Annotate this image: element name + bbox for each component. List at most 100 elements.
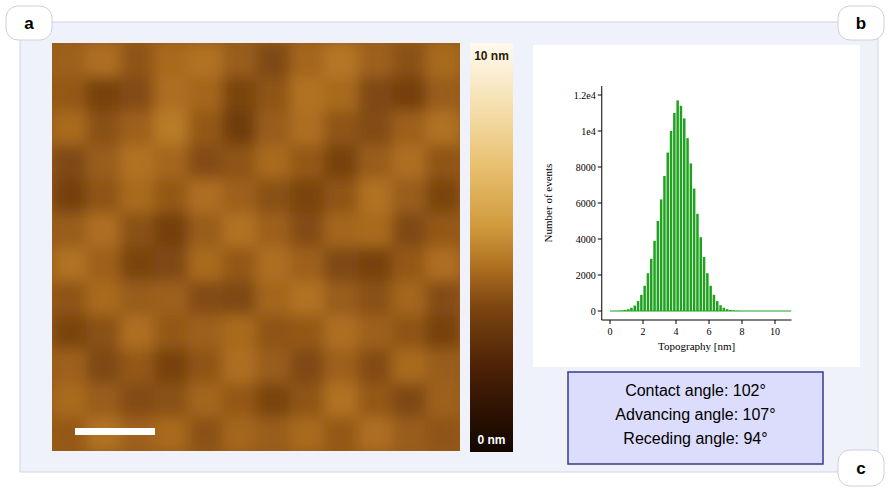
histogram-bar <box>736 310 739 311</box>
heat-cell <box>290 145 325 180</box>
histogram-bar <box>653 241 656 311</box>
heat-cell <box>188 77 223 112</box>
x-tick <box>775 320 776 324</box>
heat-cell <box>358 349 393 384</box>
histogram-bar <box>627 309 630 311</box>
heat-cell <box>154 111 189 146</box>
heat-cell <box>324 383 359 418</box>
heat-cell <box>392 111 427 146</box>
heat-cell <box>324 213 359 248</box>
x-axis-title: Topography [nm] <box>658 340 735 352</box>
heat-cell <box>290 417 325 451</box>
heat-cell <box>358 111 393 146</box>
heat-cell <box>188 43 223 78</box>
heat-cell <box>392 145 427 180</box>
heat-cell <box>290 349 325 384</box>
heat-cell <box>154 281 189 316</box>
x-tick-label: 8 <box>740 326 745 337</box>
heat-cell <box>426 179 460 214</box>
panel-label: a <box>24 14 34 33</box>
heat-cell <box>290 111 325 146</box>
heat-cell <box>120 281 155 316</box>
x-tick <box>742 320 743 324</box>
heat-cell <box>392 247 427 282</box>
histogram-bar <box>693 189 696 311</box>
heat-cell <box>154 315 189 350</box>
heat-cell <box>222 77 257 112</box>
y-tick-label: 1e4 <box>581 126 595 137</box>
heat-cell <box>358 417 393 451</box>
colorbar-label: 0 nm <box>477 433 505 447</box>
heat-cell <box>290 383 325 418</box>
heat-cell <box>426 349 460 384</box>
heat-cell <box>324 349 359 384</box>
heat-cell <box>120 111 155 146</box>
x-axis <box>602 320 792 321</box>
heat-cell <box>120 213 155 248</box>
heat-cell <box>52 145 87 180</box>
heat-cell <box>426 315 460 350</box>
histogram-bar <box>670 131 673 311</box>
heat-cell <box>52 179 87 214</box>
heat-cell <box>324 281 359 316</box>
histogram-bar <box>686 138 689 311</box>
histogram-bar <box>640 295 643 311</box>
heat-cell <box>290 179 325 214</box>
y-tick <box>598 203 602 204</box>
heat-cell <box>256 315 291 350</box>
heat-cell <box>188 179 223 214</box>
x-tick-label: 4 <box>674 326 679 337</box>
wetting-line: Advancing angle: 107° <box>615 406 775 423</box>
heat-cell <box>256 383 291 418</box>
y-tick-label: 4000 <box>576 234 596 245</box>
heat-cell <box>392 349 427 384</box>
heat-cell <box>392 213 427 248</box>
y-tick-label: 1.2e4 <box>574 90 596 101</box>
heat-cell <box>426 77 460 112</box>
histogram-bar <box>634 306 637 311</box>
heat-cell <box>188 145 223 180</box>
heat-cell <box>120 315 155 350</box>
histogram-bar <box>706 273 709 311</box>
heat-cell <box>188 383 223 418</box>
y-tick <box>598 275 602 276</box>
heat-cell <box>188 111 223 146</box>
heat-cell <box>256 111 291 146</box>
heat-cell <box>358 43 393 78</box>
panel-tab <box>6 6 52 40</box>
histogram-bar <box>630 308 633 311</box>
heat-cell <box>290 213 325 248</box>
heat-cell <box>256 145 291 180</box>
heat-cell <box>324 315 359 350</box>
heat-cell <box>120 179 155 214</box>
heat-cell <box>154 417 189 451</box>
heat-cell <box>426 417 460 451</box>
heat-cell <box>256 417 291 451</box>
heat-cell <box>120 247 155 282</box>
histogram-bar <box>772 311 775 312</box>
heat-cell <box>324 43 359 78</box>
heat-cell <box>86 77 121 112</box>
heat-cell <box>426 213 460 248</box>
histogram-bar <box>726 309 729 311</box>
heat-cell <box>154 383 189 418</box>
histogram-bar <box>617 310 620 311</box>
heat-cell <box>358 213 393 248</box>
heat-cell <box>86 179 121 214</box>
heat-cell <box>222 213 257 248</box>
heat-cell <box>120 349 155 384</box>
histogram-bar <box>620 310 623 312</box>
histogram-bar <box>657 221 660 311</box>
heat-cell <box>358 383 393 418</box>
wetting-box <box>568 372 823 464</box>
y-tick <box>598 239 602 240</box>
y-axis-title: Number of events <box>542 164 554 243</box>
histogram-bar <box>709 286 712 311</box>
heat-cell <box>154 43 189 78</box>
histogram-bar <box>782 311 785 312</box>
histogram-bar <box>769 311 772 312</box>
heat-cell <box>256 349 291 384</box>
heat-cell <box>392 281 427 316</box>
heat-cell <box>222 179 257 214</box>
heat-cell <box>86 43 121 78</box>
